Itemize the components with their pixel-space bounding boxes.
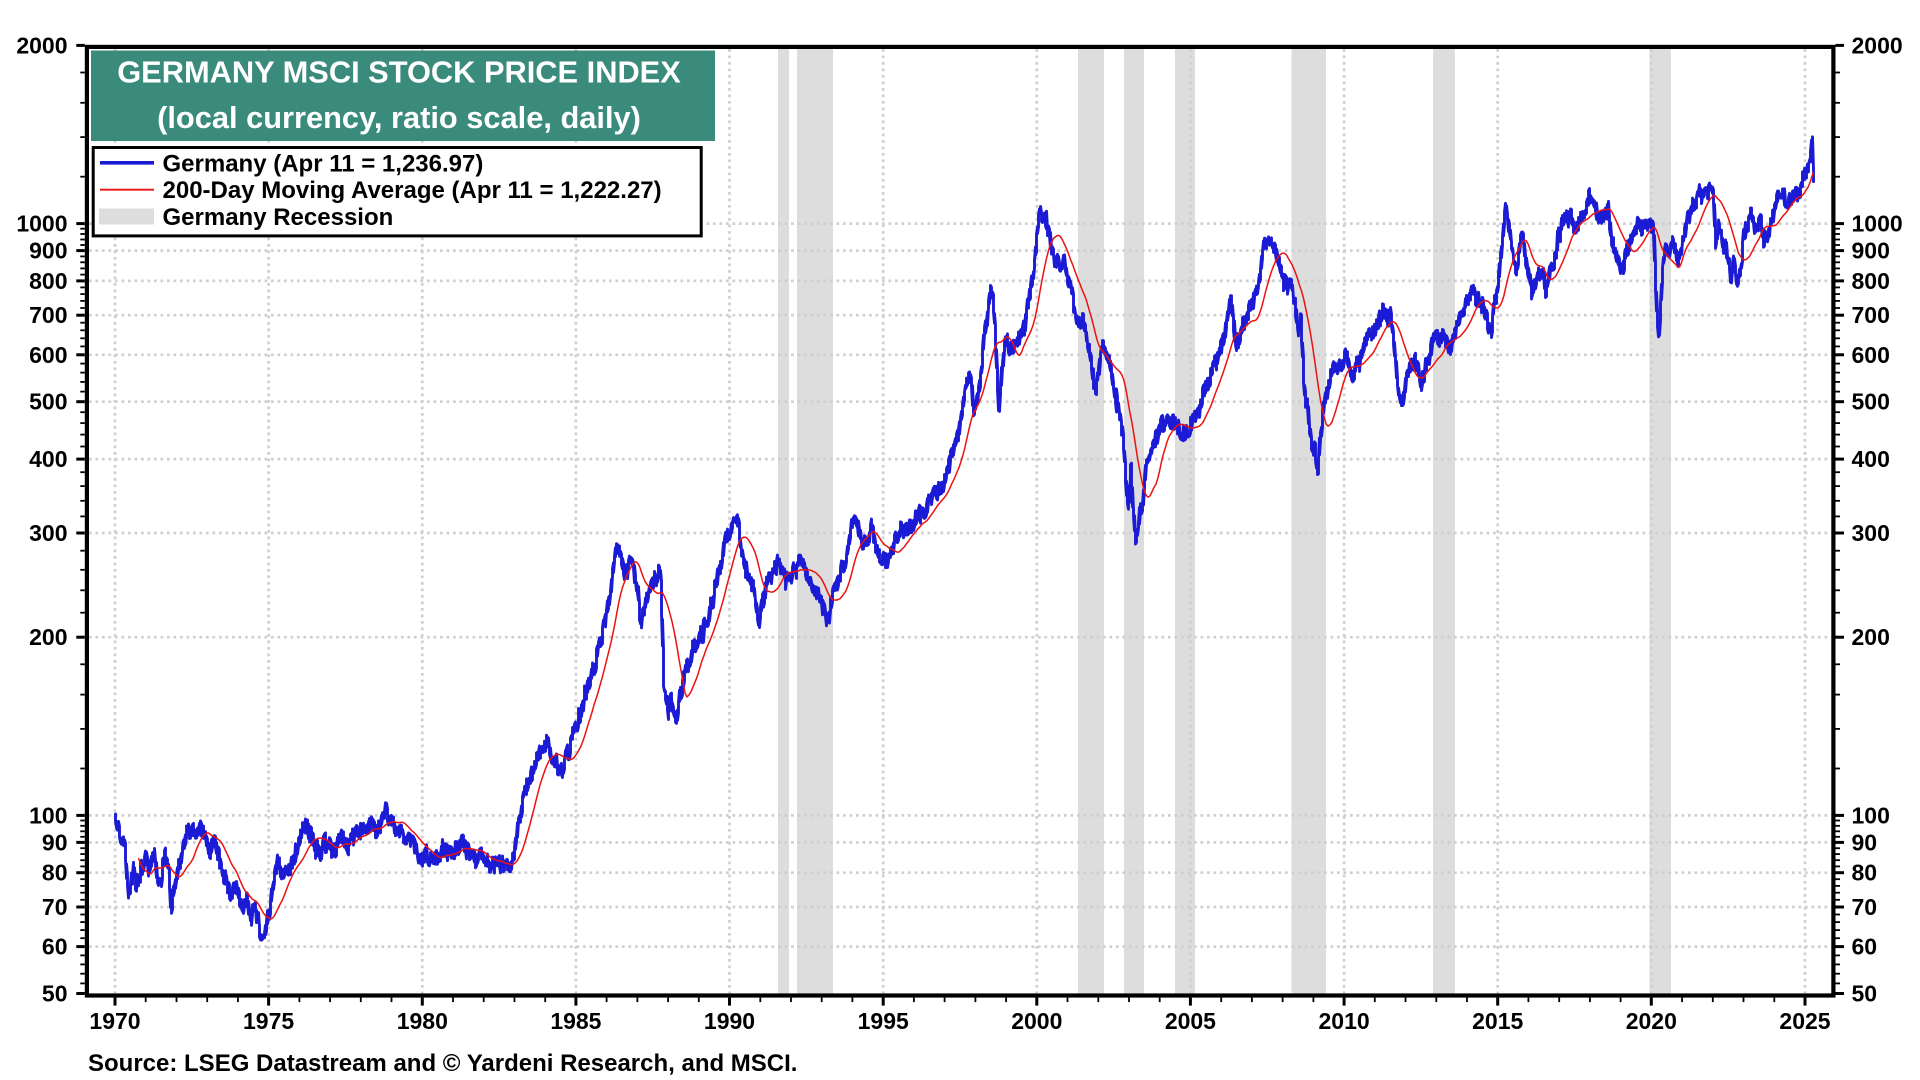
svg-text:1975: 1975 bbox=[243, 1008, 294, 1034]
svg-text:100: 100 bbox=[1852, 802, 1890, 828]
svg-text:50: 50 bbox=[1852, 981, 1878, 1007]
svg-text:1985: 1985 bbox=[550, 1008, 601, 1034]
svg-text:90: 90 bbox=[1852, 829, 1878, 855]
svg-text:900: 900 bbox=[1852, 238, 1890, 264]
svg-text:2020: 2020 bbox=[1626, 1008, 1677, 1034]
svg-text:Germany (Apr 11 = 1,236.97): Germany (Apr 11 = 1,236.97) bbox=[163, 150, 484, 177]
svg-text:200-Day Moving Average (Apr 11: 200-Day Moving Average (Apr 11 = 1,222.2… bbox=[163, 177, 662, 204]
svg-text:200: 200 bbox=[29, 624, 67, 650]
svg-text:(local currency, ratio scale,: (local currency, ratio scale, daily) bbox=[157, 100, 641, 135]
svg-text:2015: 2015 bbox=[1472, 1008, 1523, 1034]
svg-text:400: 400 bbox=[1852, 446, 1890, 472]
svg-text:200: 200 bbox=[1852, 624, 1890, 650]
svg-text:50: 50 bbox=[42, 981, 68, 1007]
svg-text:800: 800 bbox=[1852, 268, 1890, 294]
svg-text:300: 300 bbox=[29, 520, 67, 546]
svg-text:60: 60 bbox=[1852, 934, 1878, 960]
svg-text:300: 300 bbox=[1852, 520, 1890, 546]
svg-text:500: 500 bbox=[1852, 389, 1890, 415]
svg-text:2000: 2000 bbox=[16, 32, 67, 58]
svg-text:Germany Recession: Germany Recession bbox=[163, 204, 394, 231]
svg-text:1000: 1000 bbox=[16, 211, 67, 237]
svg-text:600: 600 bbox=[29, 342, 67, 368]
svg-text:Source: LSEG Datastream and ©: Source: LSEG Datastream and © Yardeni Re… bbox=[88, 1050, 797, 1077]
svg-text:2000: 2000 bbox=[1011, 1008, 1062, 1034]
svg-text:100: 100 bbox=[29, 802, 67, 828]
svg-text:1990: 1990 bbox=[704, 1008, 755, 1034]
svg-text:80: 80 bbox=[1852, 860, 1878, 886]
svg-text:2005: 2005 bbox=[1165, 1008, 1216, 1034]
svg-text:500: 500 bbox=[29, 389, 67, 415]
svg-text:2010: 2010 bbox=[1319, 1008, 1370, 1034]
svg-text:700: 700 bbox=[29, 302, 67, 328]
svg-text:1995: 1995 bbox=[858, 1008, 909, 1034]
svg-text:70: 70 bbox=[1852, 894, 1878, 920]
svg-text:900: 900 bbox=[29, 238, 67, 264]
svg-text:2025: 2025 bbox=[1779, 1008, 1830, 1034]
svg-text:GERMANY MSCI STOCK PRICE INDEX: GERMANY MSCI STOCK PRICE INDEX bbox=[117, 55, 681, 90]
svg-text:1970: 1970 bbox=[89, 1008, 140, 1034]
svg-text:90: 90 bbox=[42, 829, 68, 855]
svg-text:2000: 2000 bbox=[1852, 32, 1903, 58]
svg-text:800: 800 bbox=[29, 268, 67, 294]
svg-text:60: 60 bbox=[42, 934, 68, 960]
svg-text:700: 700 bbox=[1852, 302, 1890, 328]
svg-text:80: 80 bbox=[42, 860, 68, 886]
svg-text:1980: 1980 bbox=[397, 1008, 448, 1034]
svg-text:1000: 1000 bbox=[1852, 211, 1903, 237]
svg-text:600: 600 bbox=[1852, 342, 1890, 368]
svg-text:70: 70 bbox=[42, 894, 68, 920]
svg-text:400: 400 bbox=[29, 446, 67, 472]
